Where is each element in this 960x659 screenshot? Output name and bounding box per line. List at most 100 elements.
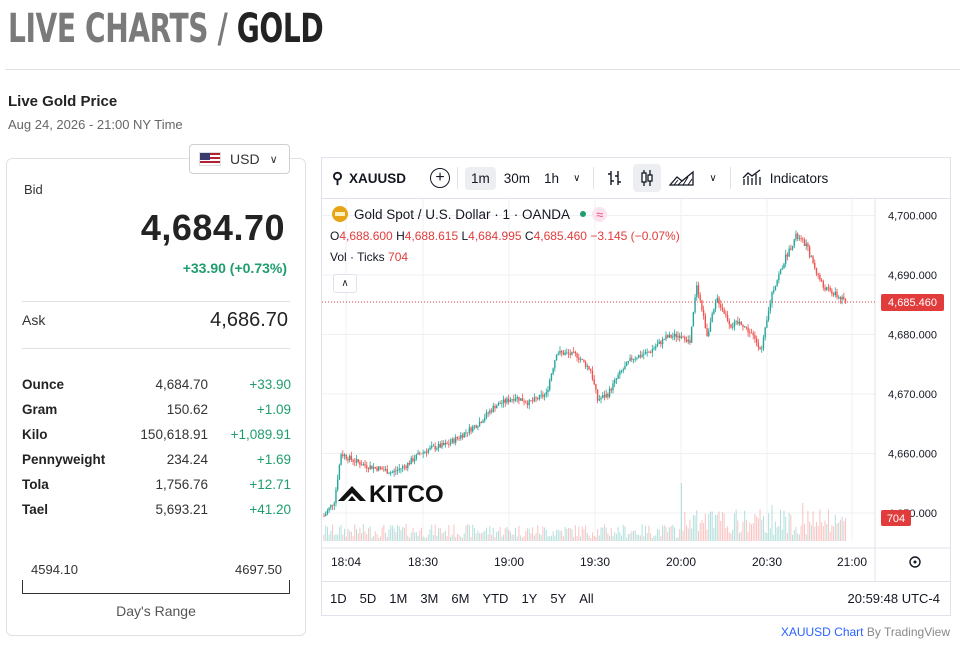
candle-body xyxy=(410,458,412,465)
compare-plus-icon[interactable]: + xyxy=(430,168,450,188)
candle-body xyxy=(588,366,590,370)
candle-body xyxy=(507,398,510,402)
candle-body xyxy=(808,246,811,258)
range-3m[interactable]: 3M xyxy=(420,591,439,606)
candle-body xyxy=(602,395,604,398)
candle-body xyxy=(790,248,792,250)
range-all[interactable]: All xyxy=(579,591,594,606)
area-chart-style-icon[interactable] xyxy=(665,164,699,192)
candle-body xyxy=(330,505,332,508)
candle-body xyxy=(667,335,669,338)
range-5y[interactable]: 5Y xyxy=(550,591,567,606)
volume-bar xyxy=(444,530,446,541)
volume-bar xyxy=(757,518,759,541)
volume-bar xyxy=(697,531,699,541)
volume-bar xyxy=(600,527,602,541)
volume-bar xyxy=(580,536,581,541)
candle-body xyxy=(807,243,809,247)
candle-body xyxy=(345,454,347,459)
candle-body xyxy=(646,351,648,353)
chevron-down-icon[interactable]: ∨ xyxy=(573,172,581,184)
unit-change: +41.20 xyxy=(249,502,291,517)
currency-select[interactable]: USD ∨ xyxy=(189,144,290,174)
volume-bar xyxy=(802,503,804,541)
candle-body xyxy=(620,370,623,372)
candle-body xyxy=(709,322,712,332)
volume-bar xyxy=(330,531,332,541)
x-tick-label: 19:30 xyxy=(580,555,610,569)
volume-bar xyxy=(576,536,578,541)
candle-body xyxy=(694,297,696,313)
collapse-legend-button[interactable]: ∧ xyxy=(333,274,357,293)
x-tick-label: 20:30 xyxy=(752,555,782,569)
candle-body xyxy=(762,337,765,349)
candle-body xyxy=(824,287,826,291)
volume-bar xyxy=(633,531,635,541)
range-6m[interactable]: 6M xyxy=(451,591,470,606)
price-chart[interactable]: 4,700.000 4,690.000 4,680.000 4,670.000 4,66… xyxy=(322,199,950,581)
volume-bar xyxy=(487,534,489,541)
volume-bar xyxy=(373,535,375,541)
volume-bar xyxy=(586,533,588,541)
range-1m[interactable]: 1M xyxy=(389,591,408,606)
volume-bar xyxy=(328,534,330,541)
volume-bar xyxy=(494,537,496,541)
volume-bar xyxy=(727,526,729,541)
volume-bar xyxy=(603,524,605,541)
candle-body xyxy=(726,314,729,321)
candle-body xyxy=(805,243,807,247)
volume-bar xyxy=(379,536,381,541)
volume-bar xyxy=(658,529,660,541)
unit-price: 150.62 xyxy=(166,402,208,417)
volume-bar xyxy=(834,514,836,541)
candle-body xyxy=(704,315,707,329)
volume-bar xyxy=(485,527,487,541)
attribution-by: By TradingView xyxy=(863,625,950,639)
volume-bar xyxy=(504,528,506,541)
candle-body xyxy=(791,245,794,250)
interval-1h[interactable]: 1h xyxy=(544,170,560,186)
candle-body xyxy=(342,454,344,457)
candle-body xyxy=(778,274,780,281)
range-1y[interactable]: 1Y xyxy=(521,591,538,606)
volume-bar xyxy=(617,527,619,541)
chevron-down-icon[interactable]: ∨ xyxy=(709,172,717,184)
unit-name: Tael xyxy=(22,502,49,517)
volume-bar xyxy=(822,525,824,541)
volume-bar xyxy=(769,528,771,541)
candle-body xyxy=(347,458,349,461)
interval-30m[interactable]: 30m xyxy=(503,170,531,186)
bar-chart-style-icon[interactable] xyxy=(601,164,629,192)
attribution-link[interactable]: XAUUSD Chart xyxy=(780,625,864,639)
volume-bar xyxy=(595,537,597,541)
header-divider xyxy=(5,69,960,70)
candle-body xyxy=(429,447,431,450)
indicators-icon[interactable] xyxy=(738,164,766,192)
volume-label: Vol · Ticks xyxy=(330,250,385,264)
chart-clock[interactable]: 20:59:48 UTC-4 xyxy=(847,591,941,606)
candle-body xyxy=(408,462,411,465)
candle-body xyxy=(504,399,506,403)
symbol-search[interactable]: ⚲ XAUUSD xyxy=(322,169,418,187)
candle-body xyxy=(579,359,582,361)
range-ytd[interactable]: YTD xyxy=(482,591,509,606)
range-5d[interactable]: 5D xyxy=(359,591,377,606)
volume-bar xyxy=(680,483,682,541)
candle-body xyxy=(578,357,580,360)
volume-bar xyxy=(448,525,450,541)
volume-bar xyxy=(333,535,335,541)
kitco-mark-icon xyxy=(338,486,366,501)
candle-body xyxy=(771,292,773,304)
settings-icon-center xyxy=(913,560,917,564)
interval-1m[interactable]: 1m xyxy=(465,166,496,190)
candle-body xyxy=(513,399,515,401)
volume-bar xyxy=(479,533,481,541)
candle-body xyxy=(549,380,551,390)
unit-price-table: Ounce 4,684.70 +33.90 Gram 150.62 +1.09 … xyxy=(22,372,291,522)
volume-bar xyxy=(393,528,395,541)
volume-bar xyxy=(475,533,477,541)
range-1d[interactable]: 1D xyxy=(330,591,347,606)
indicators-button[interactable]: Indicators xyxy=(769,170,829,186)
volume-bar xyxy=(530,533,532,541)
candlestick-style-icon[interactable] xyxy=(633,164,662,192)
